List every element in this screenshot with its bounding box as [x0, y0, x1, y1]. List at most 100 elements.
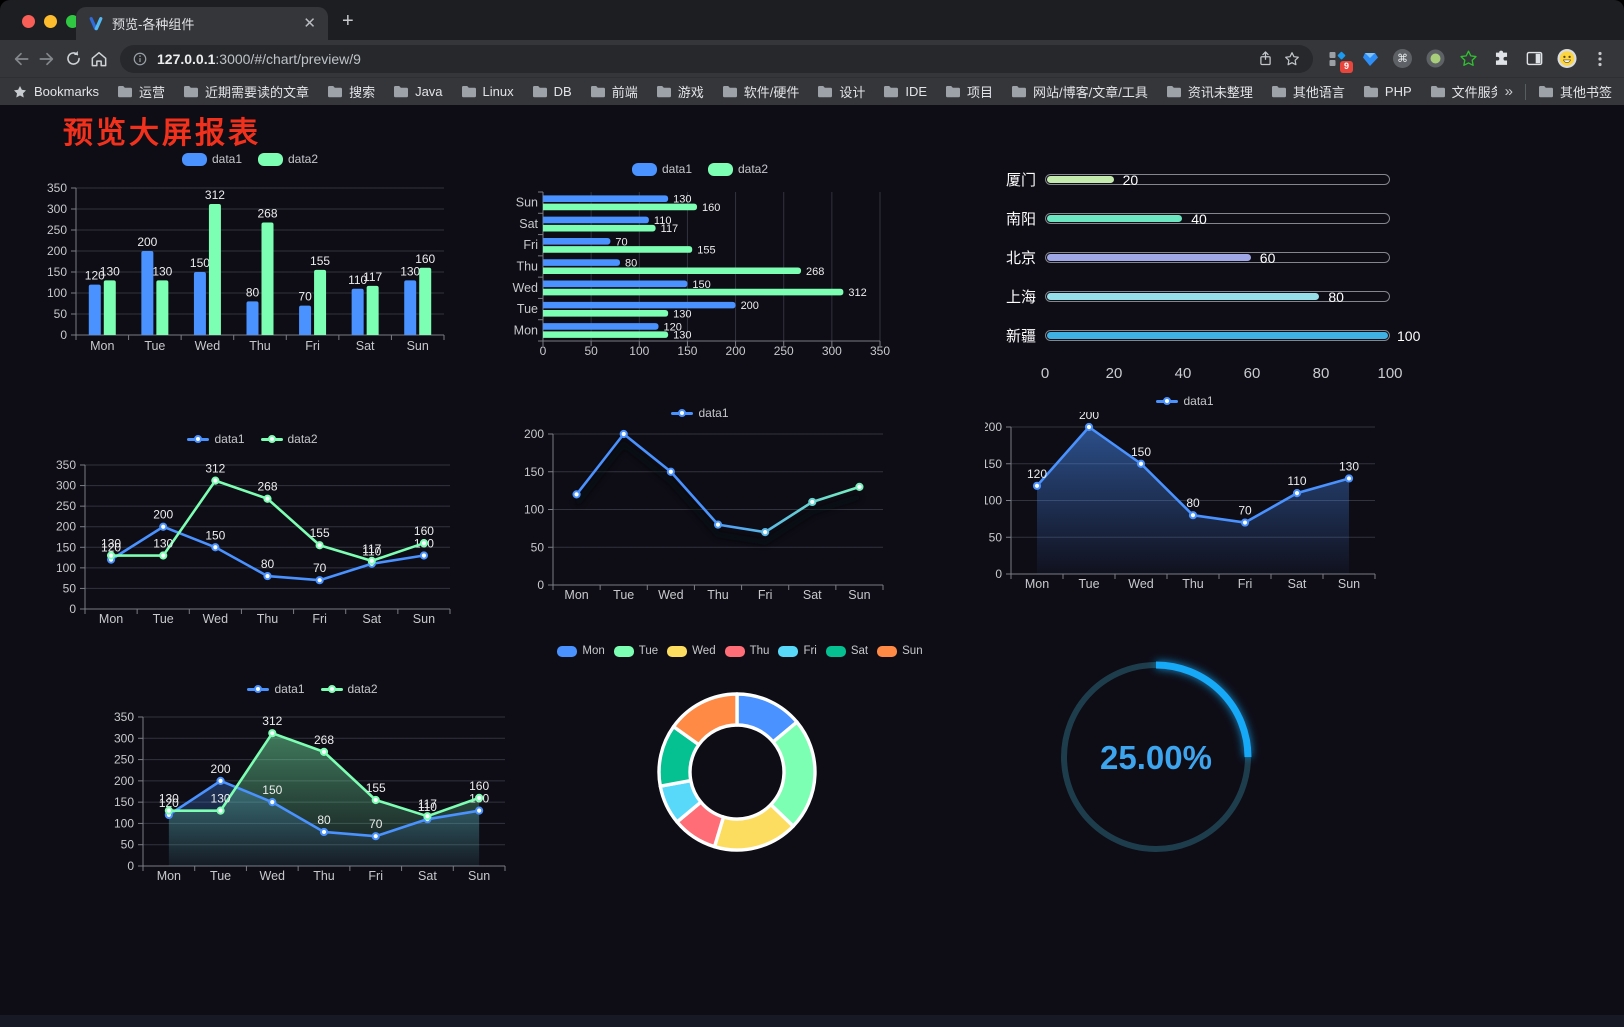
svg-text:130: 130 [152, 264, 172, 278]
bookmark-folder[interactable]: Linux [461, 84, 514, 99]
bookmark-folder[interactable]: 网站/博客/文章/工具 [1011, 82, 1148, 101]
legend-item[interactable]: data1 [181, 152, 242, 166]
close-window-button[interactable] [22, 15, 35, 28]
bookmark-folder[interactable]: IDE [883, 84, 927, 99]
legend-item[interactable]: data2 [258, 152, 318, 166]
legend-item[interactable]: Sun [877, 645, 923, 657]
legend-item[interactable]: Thu [724, 645, 769, 657]
star-extension-icon[interactable] [1458, 49, 1478, 69]
forward-button[interactable] [34, 46, 60, 72]
legend-item[interactable]: data1 [1156, 394, 1214, 408]
legend-swatch [825, 645, 846, 657]
svg-text:Fri: Fri [368, 869, 383, 883]
bookmarks-overflow-chevron[interactable]: » [1504, 83, 1513, 100]
site-info-icon[interactable] [132, 51, 148, 67]
svg-text:Sat: Sat [362, 612, 381, 626]
bookmark-folder[interactable]: 资讯未整理 [1166, 82, 1253, 101]
bookmark-folder[interactable]: 设计 [817, 82, 865, 101]
share-icon[interactable] [1257, 50, 1274, 67]
folder-icon [884, 86, 899, 98]
svg-text:Thu: Thu [313, 869, 335, 883]
bookmark-folder[interactable]: 前端 [590, 82, 638, 101]
chart-canvas: 0 50 100 150 200 250 300 350 Mon Tue Wed Thu Fri Sat S… [56, 458, 451, 626]
svg-text:160: 160 [415, 252, 435, 266]
legend-item[interactable]: data2 [320, 682, 378, 696]
bookmark-folder[interactable]: 软件/硬件 [722, 82, 799, 101]
svg-text:Sat: Sat [803, 588, 822, 602]
other-bookmarks[interactable]: 其他书签 [1538, 82, 1612, 101]
chart-horizontal-bar: data1 data2 0 50 100 150 200 250 300 350 Sun Sat Fri… [505, 158, 895, 368]
chart-line-two-series: data1 data2 0 50 100 150 200 250 300 350 Mon Tue Wed… [45, 428, 460, 642]
svg-text:268: 268 [314, 733, 334, 747]
minimize-window-button[interactable] [44, 15, 57, 28]
folder-icon [946, 86, 961, 98]
axis-tick-label: 60 [1243, 365, 1261, 382]
svg-text:130: 130 [101, 537, 121, 551]
legend-label: data2 [347, 682, 378, 696]
browser-menu-icon[interactable] [1590, 49, 1610, 69]
sidebar-toggle-icon[interactable] [1524, 49, 1544, 69]
svg-text:Sat: Sat [418, 869, 437, 883]
bookmark-folder[interactable]: 游戏 [656, 82, 704, 101]
bookmark-folder[interactable]: 搜索 [327, 82, 375, 101]
bookmark-folder[interactable]: 近期需要读的文章 [183, 82, 309, 101]
legend-item[interactable]: Fri [778, 645, 817, 657]
back-button[interactable] [8, 46, 34, 72]
legend-item[interactable]: data1 [671, 406, 729, 420]
svg-text:Wed: Wed [513, 281, 539, 295]
bookmark-folder[interactable]: DB [532, 84, 572, 99]
chart-canvas: 0 50 100 150 200 250 300 350 Mon Tue Wed Thu Fri Sat S… [114, 710, 506, 883]
recorder-extension-icon[interactable] [1425, 49, 1445, 69]
svg-text:Fri: Fri [758, 588, 773, 602]
chart-canvas: 0 50 100 150 200 Mon Tue Wed Thu Fri Sat Sun 120 200 1… [985, 412, 1376, 591]
chart-canvas: 0 50 100 150 200 250 300 350 Sun Sat Fri Thu Wed Tue M… [513, 191, 890, 358]
bookmark-folder[interactable]: 项目 [945, 82, 993, 101]
maximize-window-button[interactable] [66, 15, 79, 28]
home-button[interactable] [86, 46, 112, 72]
extensions-puzzle-icon[interactable] [1491, 49, 1511, 69]
legend-item[interactable]: data1 [187, 432, 245, 446]
svg-text:50: 50 [54, 307, 68, 321]
reload-button[interactable] [60, 46, 86, 72]
svg-text:Tue: Tue [144, 339, 165, 353]
svg-text:Tue: Tue [1078, 577, 1099, 591]
bookmark-star-icon[interactable] [1283, 50, 1301, 68]
progress-axis: 0 20 40 60 80 100 [1041, 365, 1403, 385]
bookmark-folder[interactable]: PHP [1363, 84, 1412, 99]
folder-icon [1271, 86, 1286, 98]
legend-item[interactable]: Tue [613, 645, 658, 657]
legend-item[interactable]: Wed [667, 645, 716, 657]
browser-tab[interactable]: 预览-各种组件 ✕ [76, 7, 328, 40]
legend-item[interactable]: Sat [825, 645, 868, 657]
progress-fill [1047, 293, 1320, 300]
legend-item[interactable]: data2 [260, 432, 318, 446]
diamond-extension-icon[interactable] [1360, 49, 1380, 69]
svg-text:110: 110 [362, 545, 381, 559]
legend-item[interactable]: data1 [247, 682, 305, 696]
tab-close-icon[interactable]: ✕ [303, 15, 316, 32]
legend-item[interactable]: data1 [631, 162, 692, 176]
progress-value: 100 [1397, 327, 1421, 344]
page-bottom-strip [0, 1015, 1624, 1027]
legend-label: Wed [692, 645, 716, 657]
bookmarks-manager[interactable]: Bookmarks [12, 84, 99, 100]
legend-item[interactable]: data2 [708, 162, 768, 176]
bookmark-folder[interactable]: 运营 [117, 82, 165, 101]
legend-item[interactable]: Mon [557, 645, 605, 657]
svg-text:80: 80 [246, 285, 260, 299]
svg-text:120: 120 [101, 541, 121, 555]
tab-groups-extension-icon[interactable]: 9 [1327, 49, 1353, 73]
address-bar[interactable]: 127.0.0.1:3000/#/chart/preview/9 [120, 44, 1313, 73]
bookmark-folder[interactable]: Java [393, 84, 443, 99]
axis-tick-label: 20 [1105, 365, 1123, 382]
new-tab-button[interactable]: + [342, 10, 354, 32]
bookmark-folder[interactable]: 文件服务器 [1430, 82, 1497, 101]
svg-text:Wed: Wed [1128, 577, 1154, 591]
legend-swatch [631, 162, 657, 176]
url-text[interactable]: 127.0.0.1:3000/#/chart/preview/9 [157, 51, 1248, 67]
command-extension-icon[interactable]: ⌘ [1393, 49, 1412, 68]
chart-canvas: 0 50 100 150 200 250 300 350 Mon Tue Wed Thu Fri Sat S… [47, 181, 445, 353]
profile-avatar[interactable] [1557, 48, 1577, 69]
bookmark-folder[interactable]: 其他语言 [1271, 82, 1345, 101]
svg-text:300: 300 [47, 202, 67, 216]
